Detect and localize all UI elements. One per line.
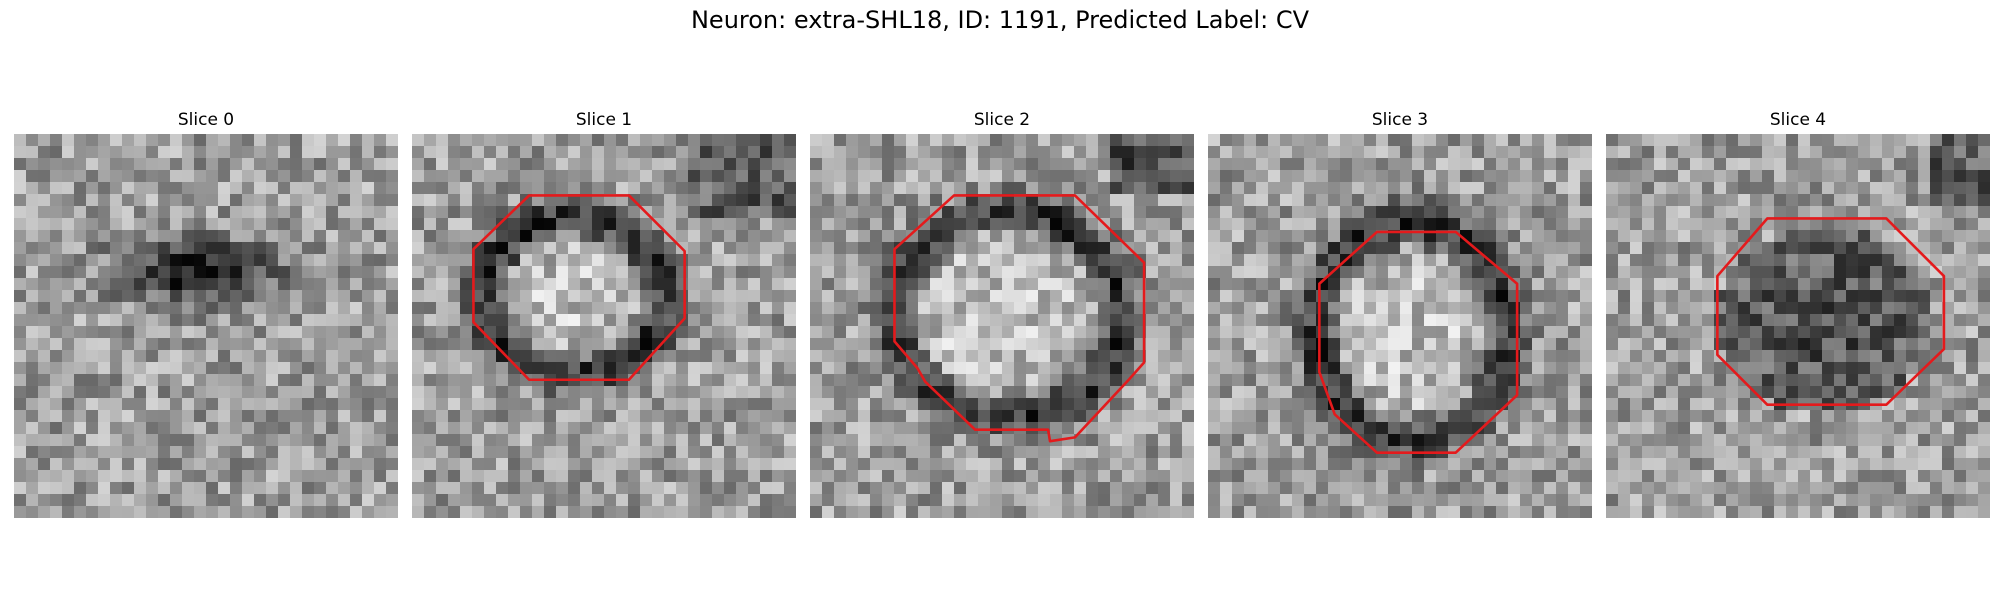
slice-panel-1: Slice 1 — [412, 108, 796, 518]
slice-image-2 — [810, 134, 1194, 518]
slice-title-3: Slice 3 — [1371, 110, 1429, 130]
contour-outline-4 — [1716, 217, 1946, 407]
slice-title-2: Slice 2 — [973, 110, 1031, 130]
slice-panel-3: Slice 3 — [1208, 108, 1592, 518]
slice-image-4 — [1606, 134, 1990, 518]
slice-panel-2: Slice 2 — [810, 108, 1194, 518]
slice-panel-0: Slice 0 — [14, 108, 398, 518]
contour-outline-2 — [893, 194, 1146, 443]
slice-title-0: Slice 0 — [177, 110, 235, 130]
figure-title: Neuron: extra-SHL18, ID: 1191, Predicted… — [690, 6, 1310, 34]
slice-panel-4: Slice 4 — [1606, 108, 1990, 518]
slice-image-1 — [412, 134, 796, 518]
slice-title-1: Slice 1 — [575, 110, 633, 130]
contour-outline-3 — [1318, 230, 1519, 455]
slice-title-4: Slice 4 — [1769, 110, 1827, 130]
slice-image-0 — [14, 134, 398, 518]
contour-outline-1 — [472, 194, 686, 382]
slice-image-3 — [1208, 134, 1592, 518]
